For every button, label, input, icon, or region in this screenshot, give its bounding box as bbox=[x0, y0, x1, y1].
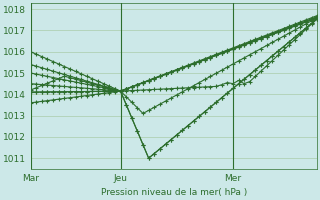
X-axis label: Pression niveau de la mer( hPa ): Pression niveau de la mer( hPa ) bbox=[101, 188, 247, 197]
